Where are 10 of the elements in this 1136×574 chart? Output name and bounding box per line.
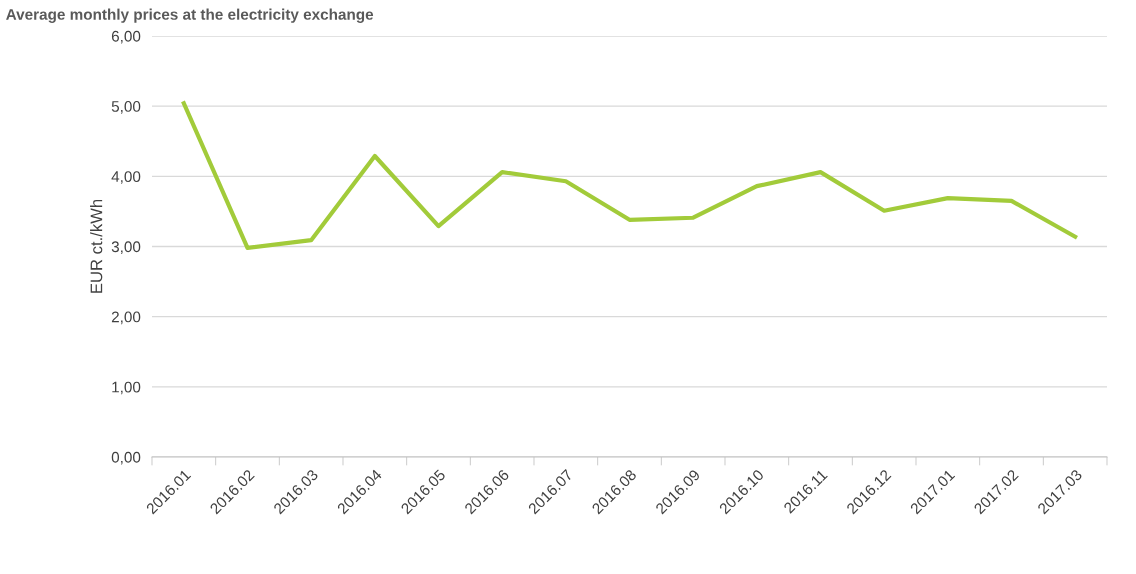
line-series [181,101,1078,250]
y-tick-label: 4,00 [111,171,141,184]
y-axis-title: EUR ct./kWh [90,199,103,293]
y-tick-label: 1,00 [112,381,141,395]
y-tick-label: 2,00 [111,311,141,325]
chart-title: Average monthly prices at the electricity exchange [6,8,374,23]
y-tick-label: 5,00 [111,101,141,114]
y-tick-label: 6,00 [111,30,141,44]
y-tick-label: 0,00 [111,451,141,465]
y-tick-label: 3,00 [111,241,141,254]
